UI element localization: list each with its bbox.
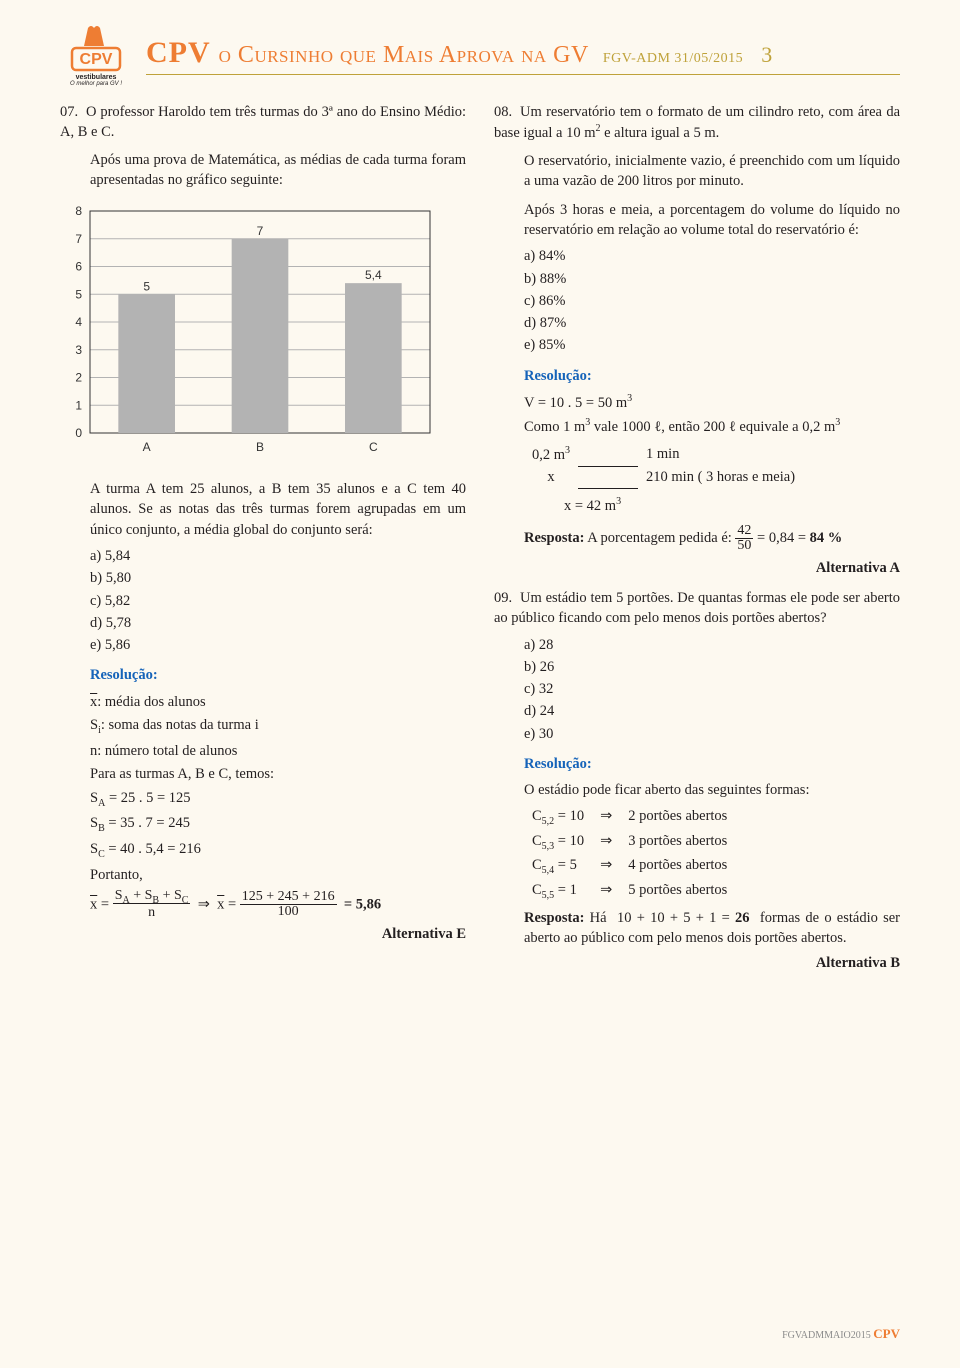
header: CPV vestibulares O melhor para GV ! CPV … [60,24,900,88]
svg-text:5: 5 [75,287,82,301]
q09-opt-e: e) 30 [524,724,900,744]
q07-r-n: n: número total de alunos [90,741,466,761]
q07-stem1: 07.O professor Haroldo tem três turmas d… [60,102,466,143]
q08-opt-d: d) 87% [524,313,900,333]
q07-r-para: Para as turmas A, B e C, temos: [90,764,466,784]
svg-text:B: B [256,440,264,454]
bar-chart-svg: 0 1 2 3 4 5 6 7 8 5 A 7 B 5,4 C [60,201,440,461]
page-number: 3 [761,42,772,68]
q08-num: 08. [494,102,520,122]
svg-text:2: 2 [75,370,82,384]
header-exam-code: FGV-ADM 31/05/2015 [603,51,743,67]
logo-tagline: O melhor para GV ! [60,81,132,88]
q09-resol-body: O estádio pode ficar aberto das seguinte… [524,780,900,948]
q07-post: A turma A tem 25 alunos, a B tem 35 alun… [90,479,466,540]
q07-r-eq: x = SA + SB + SCn ⇒ x = 125 + 245 + 2161… [90,889,466,921]
q07-r-port: Portanto, [90,865,466,885]
page-title-line: CPV o Cursinho que Mais Aprova na GV FGV… [146,36,900,75]
q08-resol-body: V = 10 . 5 = 50 m3 Como 1 m3 vale 1000 ℓ… [524,392,900,554]
q09-options: a) 28 b) 26 c) 32 d) 24 e) 30 [524,635,900,744]
q07-resol-label: Resolução: [90,665,466,685]
q07-alternative: Alternativa E [60,924,466,944]
q08-options: a) 84% b) 88% c) 86% d) 87% e) 85% [524,246,900,355]
table-row: C5,5 = 1⇒5 portões abertos [524,879,735,904]
q07-resol-body: x: média dos alunos Si: soma das notas d… [90,692,466,921]
logo: CPV vestibulares O melhor para GV ! [60,24,132,88]
q09-r-table: C5,2 = 10⇒2 portões abertos C5,3 = 10⇒3 … [524,805,735,905]
q08-r-table: 0,2 m31 min x210 min ( 3 horas e meia) [524,443,803,489]
q07-r-sc: SC = 40 . 5,4 = 216 [90,839,466,862]
q09-opt-d: d) 24 [524,701,900,721]
footer: FGVADMMAIO2015 CPV [782,1326,900,1342]
q07-r-si: Si: soma das notas da turma i [90,715,466,738]
q07-stem2: Após uma prova de Matemática, as médias … [90,150,466,191]
q08-r-v: V = 10 . 5 = 50 m3 [524,392,900,413]
q07-chart: 0 1 2 3 4 5 6 7 8 5 A 7 B 5,4 C [60,201,466,467]
footer-cpv: CPV [873,1326,900,1341]
q09-opt-c: c) 32 [524,679,900,699]
svg-text:4: 4 [75,315,82,329]
logo-subtitle: vestibulares [60,74,132,81]
svg-text:7: 7 [75,232,82,246]
q07-opt-c: c) 5,82 [90,591,466,611]
q09-opt-a: a) 28 [524,635,900,655]
cpv-logo-icon: CPV [68,24,124,74]
q08-r-como: Como 1 m3 vale 1000 ℓ, então 200 ℓ equiv… [524,416,900,437]
svg-text:5,4: 5,4 [365,268,382,282]
q07-opt-a: a) 5,84 [90,546,466,566]
header-cursinho: o Cursinho que Mais Aprova na GV [219,42,589,69]
q08-opt-b: b) 88% [524,269,900,289]
svg-text:0: 0 [75,426,82,440]
q08-stem1: 08.Um reservatório tem o formato de um c… [494,102,900,143]
right-column: 08.Um reservatório tem o formato de um c… [494,102,900,983]
q07-num: 07. [60,102,86,122]
header-cpv: CPV [146,36,211,70]
svg-text:1: 1 [75,398,82,412]
svg-text:6: 6 [75,259,82,273]
q09-stem: 09.Um estádio tem 5 portões. De quantas … [494,588,900,629]
left-column: 07.O professor Haroldo tem três turmas d… [60,102,466,983]
table-row: C5,4 = 5⇒4 portões abertos [524,854,735,879]
q08-r-resp: Resposta: A porcentagem pedida é: 4250 =… [524,524,900,553]
svg-text:7: 7 [257,224,264,238]
svg-text:8: 8 [75,204,82,218]
q09-alternative: Alternativa B [494,953,900,973]
svg-text:CPV: CPV [80,51,113,68]
table-row: C5,2 = 10⇒2 portões abertos [524,805,735,830]
q08-opt-e: e) 85% [524,335,900,355]
q08-alternative: Alternativa A [494,558,900,578]
q08-stem3: Após 3 horas e meia, a porcentagem do vo… [524,200,900,241]
q07-r-sb: SB = 35 . 7 = 245 [90,813,466,836]
footer-code: FGVADMMAIO2015 [782,1330,871,1341]
svg-text:A: A [143,440,151,454]
svg-text:C: C [369,440,378,454]
q08-opt-a: a) 84% [524,246,900,266]
q09-opt-b: b) 26 [524,657,900,677]
q07-opt-d: d) 5,78 [90,613,466,633]
q08-resol-label: Resolução: [524,366,900,386]
q09-r-intro: O estádio pode ficar aberto das seguinte… [524,780,900,800]
table-row: C5,3 = 10⇒3 portões abertos [524,830,735,855]
q09-num: 09. [494,588,520,608]
q09-resol-label: Resolução: [524,754,900,774]
q07-options: a) 5,84 b) 5,80 c) 5,82 d) 5,78 e) 5,86 [90,546,466,655]
q08-opt-c: c) 86% [524,291,900,311]
q07-opt-b: b) 5,80 [90,568,466,588]
q07-r-xbar: x: média dos alunos [90,692,466,712]
q07-opt-e: e) 5,86 [90,635,466,655]
q07-r-sa: SA = 25 . 5 = 125 [90,788,466,811]
q08-r-x: x = 42 m3 [564,495,900,516]
svg-text:3: 3 [75,343,82,357]
q08-stem2: O reservatório, inicialmente vazio, é pr… [524,151,900,192]
svg-text:5: 5 [143,279,150,293]
q09-r-resp: Resposta: Há 10 + 10 + 5 + 1 = 26 formas… [524,908,900,949]
